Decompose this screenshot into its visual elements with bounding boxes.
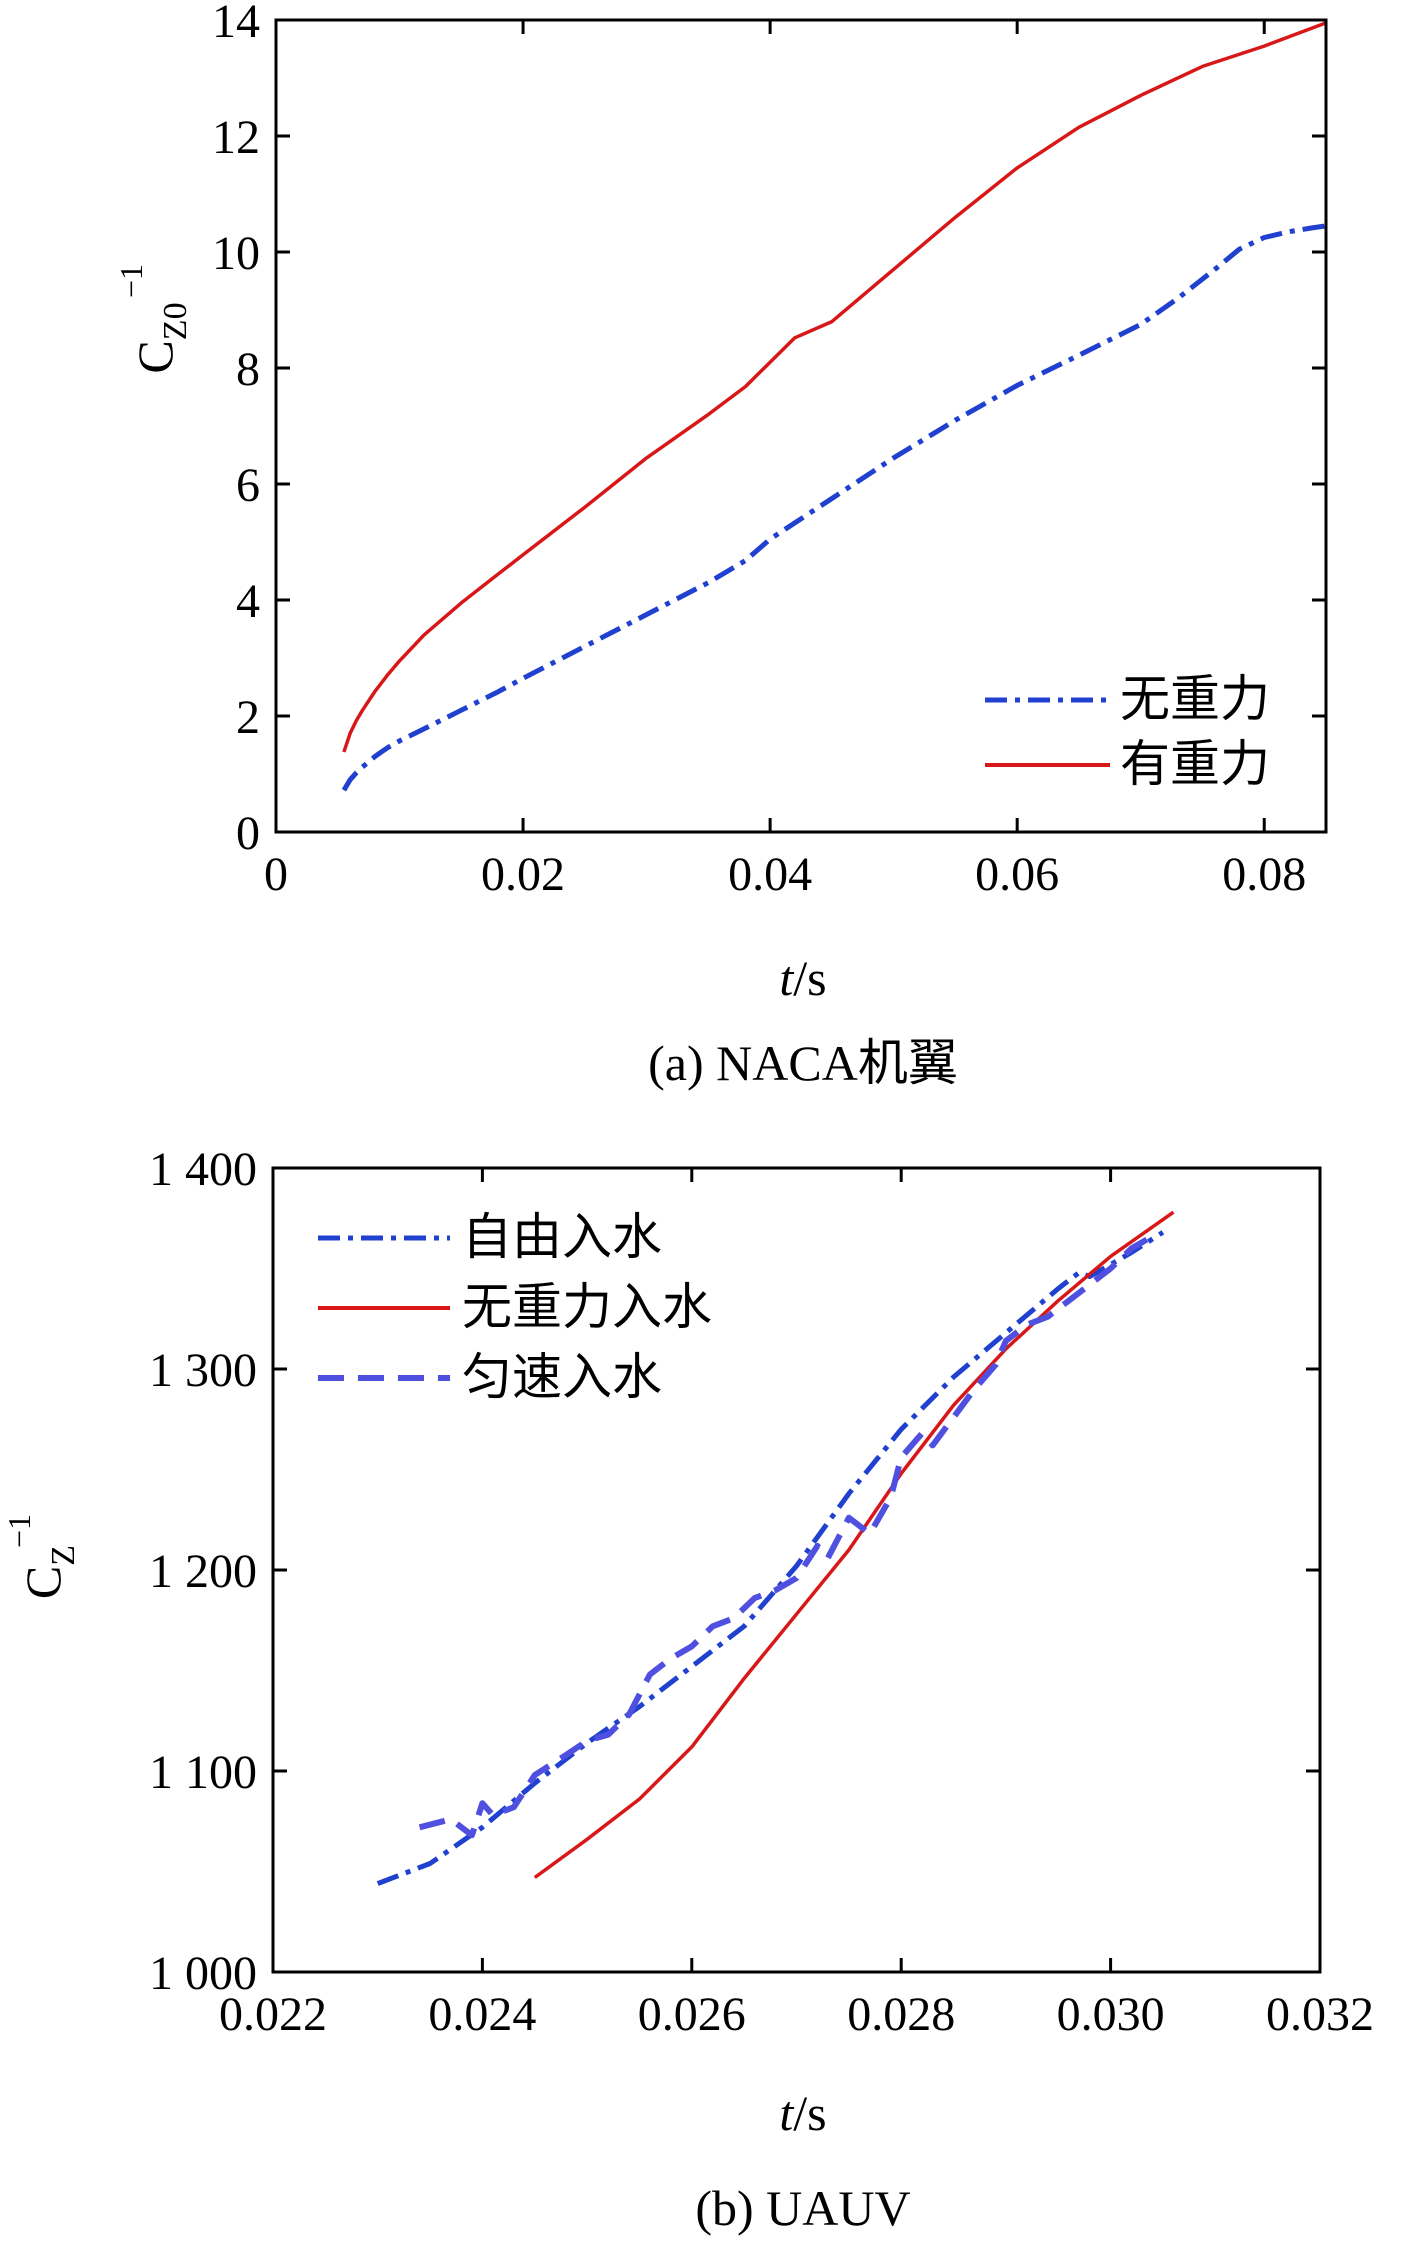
panel-a-ylabel-subscript: Z0 [157,302,194,340]
panel-b-y-axis-label: CZ −1 [1,1514,82,1599]
panel-b-y-tick-label: 1 300 [149,1344,257,1397]
panel-b-y-tick-label: 1 400 [149,1143,257,1196]
panel-a-y-tick-label: 2 [236,691,260,744]
panel-b-y-tick-label: 1 200 [149,1545,257,1598]
panel-a-ticks [274,18,1326,834]
panel-b-y-tick-label: 1 100 [149,1746,257,1799]
panel-a-ylabel-superscript: −1 [113,264,149,298]
panel-b-legend: 自由入水 无重力入水 匀速入水 [318,1209,712,1405]
panel-b-uauv: CZ −1 0.022 0.024 0.026 0.028 0.030 0.032 1 0… [1,1143,1374,2236]
panel-b-y-axis-label-text: CZ [15,1545,82,1599]
panel-a-x-axis-label: t/s [779,950,826,1006]
panel-a-y-tick-labels: 0 2 4 6 8 10 12 14 [212,0,260,860]
panel-a-y-tick-label: 0 [236,807,260,860]
legend-label-uniform-entry: 匀速入水 [462,1349,662,1405]
panel-a-y-axis-label-text: CZ0 [127,302,194,373]
panel-b-y-tick-labels: 1 000 1 100 1 200 1 300 1 400 [149,1143,257,2000]
panel-a-caption: (a) NACA机翼 [648,1035,958,1091]
panel-b-x-tick-labels: 0.022 0.024 0.026 0.028 0.030 0.032 [219,1988,1374,2041]
legend-label-no-gravity-entry: 无重力入水 [462,1279,712,1335]
panel-b-xlabel-italic: t [779,2085,794,2141]
panel-a-y-axis-label: CZ0 −1 [113,264,194,374]
panel-a-y-tick-label: 12 [212,111,260,164]
panel-a-x-tick-label: 0.02 [481,848,565,901]
panel-b-x-tick-label: 0.026 [638,1988,746,2041]
panel-a-x-tick-label: 0 [264,848,288,901]
panel-a-series-line-1 [342,21,1327,753]
panel-a-legend: 无重力 有重力 [985,671,1270,792]
panel-b-x-tick-label: 0.024 [428,1988,536,2041]
panel-b-series-line-2 [418,1233,1154,1839]
panel-b-x-tick-label: 0.030 [1057,1988,1165,2041]
panel-b-series [376,1210,1175,1886]
legend-label-no-gravity: 无重力 [1120,671,1270,727]
panel-a-series-line-0 [341,223,1327,792]
panel-a-series [341,21,1327,792]
panel-a-xlabel-rest: /s [793,950,826,1006]
panel-a-xlabel-italic: t [779,950,794,1006]
panel-a-y-tick-label: 14 [212,0,260,48]
panel-a-y-tick-label: 10 [212,227,260,280]
panel-b-x-tick-label: 0.028 [847,1988,955,2041]
panel-b-plot-frame [271,1166,1322,1974]
panel-a-naca-airfoil: CZ0 −1 0 0.02 0.04 0.06 0.08 0 2 4 6 8 10 12 14 t/s… [113,0,1328,1091]
legend-label-free-entry: 自由入水 [462,1209,662,1265]
panel-b-ylabel-subscript: Z [45,1545,82,1566]
panel-a-x-tick-labels: 0 0.02 0.04 0.06 0.08 [264,848,1306,901]
panel-a-y-tick-label: 6 [236,459,260,512]
panel-b-ylabel-superscript: −1 [1,1514,37,1548]
legend-label-with-gravity: 有重力 [1120,736,1270,792]
panel-a-y-tick-label: 8 [236,343,260,396]
panel-b-series-line-1 [533,1210,1175,1879]
panel-b-x-axis-label: t/s [779,2085,826,2141]
panel-b-x-tick-label: 0.032 [1266,1988,1374,2041]
panel-b-ylabel-base: C [15,1566,71,1599]
panel-a-plot-frame [274,18,1328,834]
panel-b-x-tick-label: 0.022 [219,1988,327,2041]
panel-a-x-tick-label: 0.06 [975,848,1059,901]
panel-b-xlabel-rest: /s [793,2085,826,2141]
panel-a-y-tick-label: 4 [236,575,260,628]
panel-b-series-line-0 [376,1230,1165,1886]
panel-a-x-tick-label: 0.08 [1222,848,1306,901]
panel-b-caption: (b) UAUV [695,2180,910,2236]
panel-b-y-tick-label: 1 000 [149,1947,257,2000]
panel-a-x-tick-label: 0.04 [728,848,812,901]
panel-a-ylabel-base: C [127,340,183,373]
